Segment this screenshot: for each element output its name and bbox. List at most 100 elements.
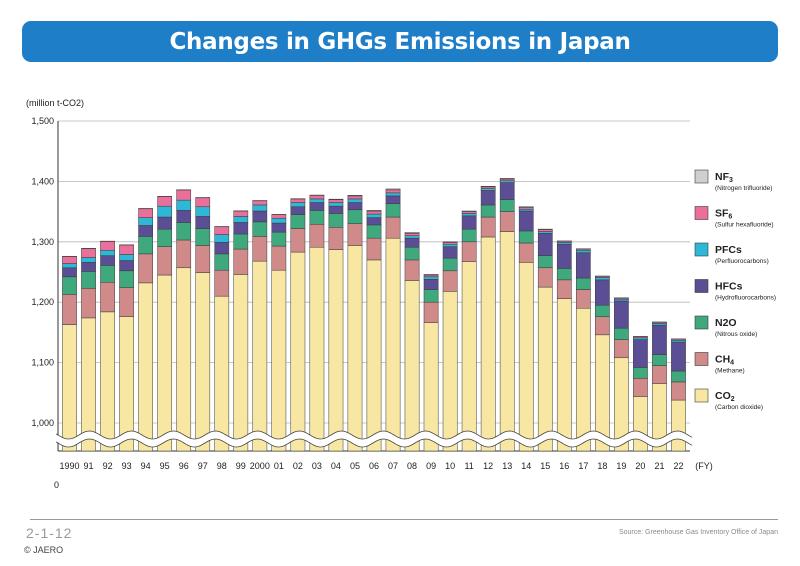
x-tick-label: 07 <box>388 461 398 471</box>
bar-ch4 <box>252 236 268 262</box>
bar-sf6 <box>480 186 496 189</box>
bar-ch4 <box>633 378 648 397</box>
bar-ch4 <box>309 224 325 248</box>
bar-pfcs <box>157 205 173 218</box>
x-tick-label: 96 <box>179 461 189 471</box>
bar-ch4 <box>385 216 401 239</box>
bar-hfcs <box>81 262 96 272</box>
bar-sf6 <box>62 256 77 264</box>
bar-n2o <box>328 213 344 228</box>
x-tick-label: 04 <box>331 461 341 471</box>
bar-ch4 <box>62 294 77 325</box>
bar-ch4 <box>290 228 306 253</box>
bar-pfcs <box>385 192 401 197</box>
bar-hfcs <box>195 216 211 229</box>
x-tick-label: 17 <box>578 461 588 471</box>
x-tick-label: 95 <box>160 461 170 471</box>
axis-break-line <box>55 430 693 440</box>
bar-pfcs <box>556 242 572 245</box>
bar-n2o <box>633 367 648 379</box>
legend-name-n2o: N2O <box>715 317 737 329</box>
bar-hfcs <box>404 237 420 248</box>
zero-label: 0 <box>54 480 59 490</box>
bar-sf6 <box>176 189 192 201</box>
x-tick-label: 94 <box>141 461 151 471</box>
bar-ch4 <box>100 282 115 313</box>
legend-swatch-sf6 <box>694 206 709 220</box>
title-banner: Changes in GHGs Emissions in Japan <box>22 21 778 62</box>
bar-hfcs <box>119 260 134 272</box>
legend-name-pfcs: PFCs <box>715 244 742 256</box>
bar-n2o <box>81 271 96 289</box>
bar-n2o <box>385 203 401 218</box>
bar-nf3 <box>347 195 363 197</box>
legend-desc-n2o: (Nitrous oxide) <box>715 331 757 338</box>
bar-pfcs <box>652 323 667 326</box>
bar-ch4 <box>138 253 153 284</box>
bar-hfcs <box>214 242 230 255</box>
x-tick-label: 03 <box>312 461 322 471</box>
bar-n2o <box>100 265 115 283</box>
bar-hfcs <box>176 210 192 223</box>
bar-pfcs <box>480 188 496 191</box>
bar-hfcs <box>537 233 553 256</box>
x-tick-label: 11 <box>464 461 473 471</box>
bar-pfcs <box>195 206 211 217</box>
bar-n2o <box>442 257 458 272</box>
bar-hfcs <box>480 190 496 206</box>
bar-sf6 <box>252 200 268 206</box>
bar-co2 <box>271 269 287 452</box>
bar-sf6 <box>366 210 382 215</box>
x-tick-label: 06 <box>369 461 379 471</box>
x-tick-label: 08 <box>407 461 417 471</box>
y-tick-label: 1,500 <box>31 116 54 126</box>
bar-pfcs <box>252 204 268 212</box>
bar-sf6 <box>385 189 401 194</box>
bar-n2o <box>176 222 192 241</box>
bar-hfcs <box>233 222 249 235</box>
bar-ch4 <box>404 259 420 281</box>
bar-sf6 <box>214 226 230 235</box>
bar-nf3 <box>385 188 401 191</box>
bar-sf6 <box>309 195 325 200</box>
legend-name-sf6: SF6 <box>715 208 732 221</box>
bar-pfcs <box>214 234 230 243</box>
bar-hfcs <box>138 225 153 237</box>
x-tick-label: 10 <box>445 461 455 471</box>
x-tick-label: 01 <box>274 461 284 471</box>
legend-swatch-pfcs <box>694 242 709 257</box>
bar-n2o <box>252 221 268 237</box>
x-tick-label: 93 <box>122 461 132 471</box>
bar-pfcs <box>461 213 477 217</box>
bar-co2 <box>252 260 268 452</box>
bar-hfcs <box>347 202 363 211</box>
bar-co2 <box>366 259 382 452</box>
bar-pfcs <box>347 198 363 203</box>
legend-name-hfcs: HFCs <box>715 281 743 293</box>
axis-break-line <box>55 438 693 448</box>
bar-hfcs <box>290 206 306 215</box>
y-tick-label: 1,100 <box>31 358 54 368</box>
bar-nf3 <box>366 210 382 212</box>
bar-pfcs <box>366 213 382 218</box>
x-tick-label: 09 <box>426 461 436 471</box>
y-tick-label: 1,000 <box>31 418 54 428</box>
bar-pfcs <box>233 216 249 223</box>
bar-sf6 <box>271 214 287 219</box>
bar-sf6 <box>347 195 363 200</box>
bar-pfcs <box>138 217 153 226</box>
bar-hfcs <box>671 341 686 372</box>
bar-hfcs <box>499 182 515 200</box>
bar-hfcs <box>614 300 629 329</box>
axis-break-band <box>56 431 692 447</box>
bar-hfcs <box>271 222 287 233</box>
bar-hfcs <box>252 210 268 223</box>
bar-pfcs <box>518 208 534 212</box>
bar-ch4 <box>195 245 211 273</box>
bar-sf6 <box>404 233 420 237</box>
x-tick-label: 21 <box>654 461 664 471</box>
x-tick-label: 1990 <box>59 461 79 471</box>
bar-co2 <box>461 261 477 452</box>
bar-n2o <box>652 354 667 366</box>
bar-nf3 <box>404 232 420 234</box>
